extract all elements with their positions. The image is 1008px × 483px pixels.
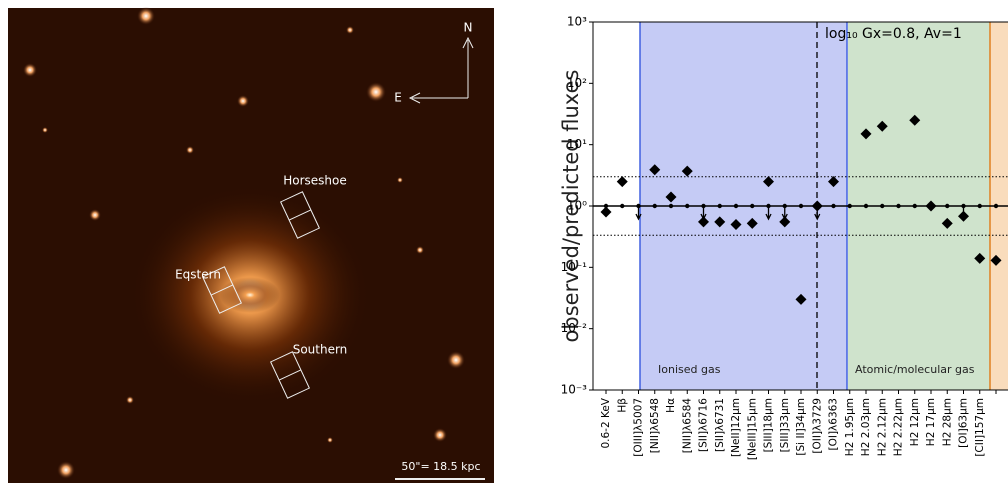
x-tick-label: 0.6-2 KeV [600,397,612,448]
x-tick-label: [OIII]λ5007 [633,398,645,457]
y-tick-label: 10² [567,76,587,90]
reference-dot [831,203,836,209]
x-tick-label: [SII]λ6716 [698,398,710,452]
point [730,218,742,230]
point [763,176,774,188]
reference-dot [945,203,950,209]
point [600,206,612,218]
x-tick-label: [CII]157μm [974,398,986,457]
upper-limit [765,206,772,221]
y-tick-label: 10⁰ [567,199,587,213]
point [876,120,888,132]
x-tick-label: [SIII]18μm [763,398,775,452]
compass-n: N [464,21,473,35]
x-tick-label: [Si II]34μm [795,398,807,456]
reference-dot [896,203,901,209]
reference-dot [685,203,690,209]
x-tick-label: [NII]λ6584 [681,398,693,453]
point [990,254,1002,266]
x-tick-label: H2 17μm [925,398,937,446]
region-label: Horseshoe [283,174,347,188]
reference-dot [733,203,739,209]
region-label: Ionised gas [658,363,721,376]
point [779,216,791,228]
point [616,176,628,188]
point [925,200,937,212]
reference-dot [717,203,722,209]
region-label: Southern [293,343,348,357]
annotation: log₁₀ Gx=0.8, Av=1 [825,26,962,42]
x-tick-label: H2 2.03μm [860,398,872,456]
x-tick-label: [NeIII]15μm [746,398,758,460]
reference-dot [847,203,852,209]
x-tick-label: [SIII]33μm [779,398,791,452]
y-tick-label: 10⁻¹ [561,260,588,274]
upper-limit [635,206,642,221]
point [714,216,726,228]
y-tick-label: 10⁻² [561,321,588,335]
chart: observed/predicted fluxes Ionised gas Ato… [559,15,1008,460]
x-tick-label: H2 1.95μm [844,398,856,456]
point [974,252,986,264]
point [649,164,661,176]
reference-dot [652,203,657,209]
x-tick-label: H2 28μm [941,398,953,446]
reference-dot [863,203,869,209]
point [698,216,709,228]
reference-dot [993,203,999,209]
point [958,210,969,222]
y-tick-label: 10³ [567,15,587,29]
point [909,114,921,126]
y-axis-label: observed/predicted fluxes [559,70,583,343]
point [665,191,677,203]
point [941,217,953,229]
y-tick-label: 10⁻³ [561,383,588,397]
point [828,176,839,188]
point [746,217,758,229]
y-tick-label: 10¹ [567,137,587,151]
point [681,165,693,177]
compass-e: E [394,91,402,105]
x-tick-label: Hα [665,398,677,413]
point [811,200,823,212]
x-tick-label: [OII]λ3729 [811,398,823,454]
reference-dot [668,203,674,209]
reference-dot [620,203,625,209]
point [860,128,872,140]
reference-dot [798,203,804,209]
region-label: Atomic/molecular gas [855,363,975,376]
plot-area: Ionised gas Atomic/molecular gas [593,22,1008,390]
reference-dot [880,203,885,209]
x-tick-label: [OI]63μm [958,398,970,448]
x-tick-label: [NeII]12μm [730,398,742,457]
x-tick-label: H2 2.22μm [893,398,905,456]
x-tick-label: [NII]λ6548 [649,398,661,453]
x-tick-label: H2 2.12μm [876,398,888,456]
point [795,293,807,305]
scale-bar-label: 50"= 18.5 kpc [401,460,480,473]
x-tick-label: Hβ [616,398,628,413]
reference-dot [750,203,755,209]
x-tick-label: [SII]λ6731 [714,398,726,452]
reference-dot [977,203,982,209]
x-tick-label: H2 12μm [909,398,921,446]
reference-dot [912,203,917,209]
x-tick-label: [OI]λ6363 [828,398,840,451]
region-label: Eqstern [175,268,221,282]
reference-dot [603,203,609,209]
sky-image: N E Horseshoe Eqstern Southern 50"= 18.5… [8,7,494,483]
